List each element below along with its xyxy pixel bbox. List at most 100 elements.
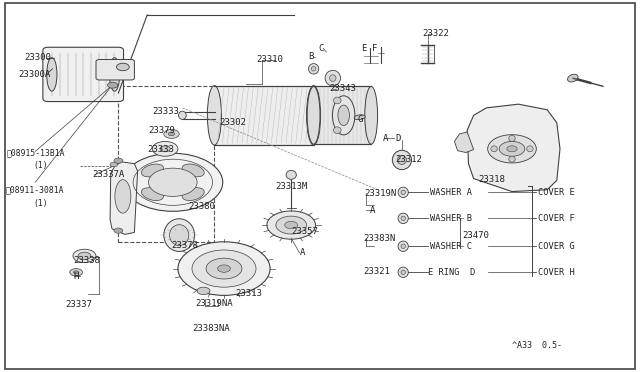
Ellipse shape xyxy=(182,188,204,201)
Text: WASHER A: WASHER A xyxy=(430,188,472,197)
Ellipse shape xyxy=(333,127,341,134)
Text: 23313: 23313 xyxy=(235,289,262,298)
Ellipse shape xyxy=(47,58,57,91)
Bar xyxy=(314,86,371,144)
Ellipse shape xyxy=(509,135,515,141)
Text: C: C xyxy=(318,44,323,53)
Text: 23378: 23378 xyxy=(172,241,198,250)
Text: 23338: 23338 xyxy=(74,256,100,265)
Circle shape xyxy=(108,82,118,88)
FancyBboxPatch shape xyxy=(43,47,124,102)
Ellipse shape xyxy=(109,58,120,91)
Circle shape xyxy=(178,242,270,295)
Text: (1): (1) xyxy=(33,161,48,170)
Ellipse shape xyxy=(286,170,296,179)
Text: A: A xyxy=(370,206,375,215)
Text: A: A xyxy=(383,134,388,143)
Circle shape xyxy=(192,250,256,287)
Circle shape xyxy=(206,258,242,279)
Ellipse shape xyxy=(527,146,533,152)
Text: (1): (1) xyxy=(33,199,48,208)
Text: 23319NA: 23319NA xyxy=(195,299,233,308)
Text: ^A33  0.5-: ^A33 0.5- xyxy=(512,341,562,350)
Text: 23380: 23380 xyxy=(189,202,216,211)
Text: 23333: 23333 xyxy=(152,107,179,116)
Text: E RING  D: E RING D xyxy=(428,268,475,277)
Ellipse shape xyxy=(333,96,355,135)
Text: WASHER B: WASHER B xyxy=(430,214,472,223)
Ellipse shape xyxy=(401,244,406,248)
Text: B: B xyxy=(308,52,314,61)
Text: 23300A: 23300A xyxy=(18,70,50,79)
Ellipse shape xyxy=(401,270,406,275)
Text: COVER G: COVER G xyxy=(538,242,574,251)
Circle shape xyxy=(488,135,536,163)
Circle shape xyxy=(110,162,118,167)
Circle shape xyxy=(78,252,91,260)
Ellipse shape xyxy=(398,241,408,251)
Text: 23379: 23379 xyxy=(148,126,175,135)
Circle shape xyxy=(218,265,230,272)
Text: 23322: 23322 xyxy=(422,29,449,38)
Ellipse shape xyxy=(115,180,131,213)
Ellipse shape xyxy=(141,188,163,201)
Text: H: H xyxy=(74,272,79,280)
Circle shape xyxy=(148,168,197,196)
Ellipse shape xyxy=(401,216,406,221)
Bar xyxy=(118,86,214,242)
Circle shape xyxy=(74,271,79,274)
Text: COVER H: COVER H xyxy=(538,268,574,277)
Circle shape xyxy=(197,287,210,295)
Text: 23313M: 23313M xyxy=(275,182,307,191)
Circle shape xyxy=(168,132,175,136)
Ellipse shape xyxy=(568,74,578,82)
Ellipse shape xyxy=(398,267,408,278)
Circle shape xyxy=(152,141,178,156)
Ellipse shape xyxy=(307,86,321,145)
Circle shape xyxy=(285,221,298,229)
Ellipse shape xyxy=(179,111,186,119)
Text: 23318: 23318 xyxy=(479,175,506,184)
Polygon shape xyxy=(467,104,560,192)
Ellipse shape xyxy=(164,219,195,251)
Text: 23333: 23333 xyxy=(147,145,174,154)
Ellipse shape xyxy=(338,105,349,125)
Text: 23357: 23357 xyxy=(291,227,318,236)
Text: 23319N: 23319N xyxy=(365,189,397,198)
Ellipse shape xyxy=(182,164,204,177)
Ellipse shape xyxy=(354,115,365,119)
Text: 23321: 23321 xyxy=(364,267,390,276)
Ellipse shape xyxy=(401,190,406,195)
Bar xyxy=(214,86,314,145)
Ellipse shape xyxy=(312,67,316,71)
Ellipse shape xyxy=(398,213,408,224)
Ellipse shape xyxy=(307,86,320,144)
Text: COVER F: COVER F xyxy=(538,214,574,223)
Ellipse shape xyxy=(365,86,378,144)
Text: 23343: 23343 xyxy=(330,84,356,93)
Text: 23312: 23312 xyxy=(396,155,422,164)
Ellipse shape xyxy=(308,64,319,74)
Text: 23383NA: 23383NA xyxy=(192,324,230,333)
Circle shape xyxy=(164,129,179,138)
Circle shape xyxy=(116,63,129,71)
Text: ⓝ08915-13B1A: ⓝ08915-13B1A xyxy=(6,148,65,157)
Circle shape xyxy=(73,249,96,263)
Ellipse shape xyxy=(397,155,406,164)
Text: 23470: 23470 xyxy=(462,231,489,240)
Circle shape xyxy=(276,216,307,234)
Circle shape xyxy=(267,211,316,239)
Ellipse shape xyxy=(333,97,341,104)
FancyBboxPatch shape xyxy=(96,60,134,80)
Circle shape xyxy=(114,228,123,233)
Text: ⓝ08911-3081A: ⓝ08911-3081A xyxy=(5,185,63,194)
Ellipse shape xyxy=(325,70,340,86)
Circle shape xyxy=(499,141,525,156)
Text: E: E xyxy=(362,44,367,53)
Ellipse shape xyxy=(392,150,412,170)
Text: WASHER C: WASHER C xyxy=(430,242,472,251)
Text: G: G xyxy=(357,115,362,124)
Ellipse shape xyxy=(141,164,163,177)
Text: COVER E: COVER E xyxy=(538,188,574,197)
Circle shape xyxy=(507,146,517,152)
